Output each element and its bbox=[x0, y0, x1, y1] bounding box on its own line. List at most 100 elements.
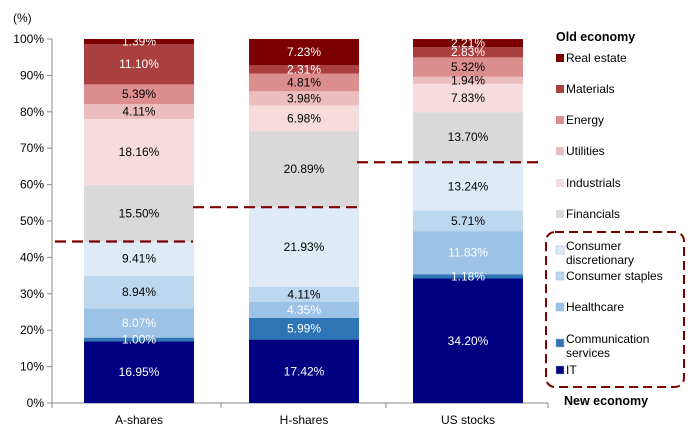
bar-segment bbox=[249, 207, 359, 287]
bar-segment bbox=[84, 104, 194, 119]
data-label: 15.50% bbox=[119, 206, 160, 220]
bar-segment bbox=[413, 112, 523, 163]
bars-layer bbox=[84, 39, 523, 403]
data-label: 13.24% bbox=[448, 179, 489, 193]
data-label: 5.39% bbox=[122, 87, 156, 101]
data-label: 4.11% bbox=[287, 287, 320, 301]
legend-label: Healthcare bbox=[566, 300, 624, 314]
legend-swatch bbox=[555, 338, 565, 348]
y-tick-label: 80% bbox=[20, 105, 44, 119]
legend-swatch bbox=[555, 365, 565, 375]
y-tick-label: 60% bbox=[20, 178, 44, 192]
data-label: 1.00% bbox=[122, 332, 156, 346]
legend-label: Materials bbox=[566, 82, 615, 96]
data-label: 5.99% bbox=[287, 322, 321, 336]
data-label: 4.81% bbox=[287, 75, 321, 89]
bar-segment bbox=[413, 83, 523, 113]
data-label: 8.07% bbox=[122, 316, 156, 330]
data-label: 18.16% bbox=[119, 145, 160, 159]
data-label: 9.41% bbox=[122, 252, 156, 266]
bar-segment bbox=[413, 39, 523, 48]
legend-label: Financials bbox=[566, 207, 620, 221]
data-label: 2.31% bbox=[287, 63, 321, 77]
legend-swatch bbox=[556, 210, 564, 218]
data-label: 34.20% bbox=[448, 334, 489, 348]
data-label: 11.10% bbox=[119, 57, 159, 71]
data-label: 17.42% bbox=[284, 364, 325, 378]
data-label: 7.23% bbox=[287, 45, 321, 59]
y-tick-label: 30% bbox=[20, 287, 44, 301]
data-label: 7.83% bbox=[451, 91, 485, 105]
data-label: 1.39% bbox=[122, 34, 156, 48]
axis-layer: (%) 0% 10% 20% 30% 40% 50% 60% 70% 80% 90% 100% A-sh… bbox=[13, 11, 549, 427]
data-label: 1.18% bbox=[451, 269, 485, 283]
bar-segment bbox=[413, 274, 523, 279]
bar-segment bbox=[249, 73, 359, 92]
y-tick-label: 90% bbox=[20, 68, 44, 82]
data-label: 6.98% bbox=[287, 111, 321, 125]
data-label: 11.83% bbox=[448, 246, 488, 260]
data-label: 5.71% bbox=[451, 214, 485, 228]
legend-title-new-economy: New economy bbox=[564, 394, 648, 408]
data-label: 8.94% bbox=[122, 285, 156, 299]
data-labels-layer: 16.95% 1.00% 8.07% 8.94% 9.41% 15.50% 18.16% 4.… bbox=[119, 34, 489, 379]
legend-label: Real estate bbox=[566, 51, 627, 65]
x-category-label: A-shares bbox=[115, 413, 163, 427]
y-axis-unit-label: (%) bbox=[13, 11, 32, 25]
bar-segment bbox=[84, 118, 194, 186]
bar-segment bbox=[84, 43, 194, 85]
y-tick-label: 100% bbox=[13, 32, 44, 46]
bar-segment bbox=[249, 65, 359, 74]
bar-segment bbox=[249, 131, 359, 208]
legend-label: Utilities bbox=[566, 144, 605, 158]
bar-segment bbox=[249, 39, 359, 66]
bar-segment bbox=[84, 241, 194, 276]
bar-segment bbox=[249, 105, 359, 132]
legend-swatch bbox=[556, 147, 564, 155]
threshold-lines-layer bbox=[55, 161, 540, 243]
bar-segment bbox=[249, 339, 359, 403]
legend-swatch bbox=[556, 54, 564, 62]
legend-swatch bbox=[555, 245, 565, 255]
legend-swatch bbox=[556, 116, 564, 124]
bar-segment bbox=[413, 278, 523, 403]
new-economy-dashed-box bbox=[545, 231, 685, 388]
legend-swatch bbox=[555, 271, 565, 281]
bar-segment bbox=[84, 341, 194, 403]
legend-swatch bbox=[556, 85, 564, 93]
data-label: 2.21% bbox=[451, 36, 485, 50]
bar-segment bbox=[413, 47, 523, 58]
bar-segment bbox=[249, 286, 359, 302]
y-tick-label: 20% bbox=[20, 323, 44, 337]
legend: Old economy Real estate Materials Energy Uti… bbox=[545, 30, 685, 408]
data-label: 13.70% bbox=[448, 130, 489, 144]
bar-segment bbox=[84, 39, 194, 44]
y-tick-label: 10% bbox=[20, 360, 44, 374]
legend-label: Industrials bbox=[566, 176, 621, 190]
legend-label: Energy bbox=[566, 113, 604, 127]
bar-segment bbox=[413, 162, 523, 211]
bar-segment bbox=[249, 91, 359, 106]
legend-label: Communication services bbox=[566, 332, 649, 360]
legend-label: Consumer staples bbox=[566, 269, 663, 283]
legend-title-old-economy: Old economy bbox=[556, 30, 635, 44]
bar-segment bbox=[413, 76, 523, 84]
data-label: 4.11% bbox=[122, 104, 155, 118]
data-label: 2.83% bbox=[451, 45, 485, 59]
y-tick-label: 0% bbox=[27, 396, 45, 410]
data-label: 3.98% bbox=[287, 91, 321, 105]
legend-label: IT bbox=[566, 363, 577, 377]
bar-segment bbox=[413, 210, 523, 232]
data-label: 1.94% bbox=[451, 73, 485, 87]
bar-segment bbox=[249, 317, 359, 340]
data-label: 20.89% bbox=[284, 162, 325, 176]
data-label: 16.95% bbox=[119, 365, 160, 379]
y-tick-label: 40% bbox=[20, 250, 44, 264]
bar-segment bbox=[84, 308, 194, 338]
bar-segment bbox=[84, 337, 194, 342]
legend-swatch bbox=[555, 302, 565, 312]
bar-segment bbox=[84, 275, 194, 309]
y-tick-label: 70% bbox=[20, 141, 44, 155]
x-category-label: H-shares bbox=[280, 413, 329, 427]
